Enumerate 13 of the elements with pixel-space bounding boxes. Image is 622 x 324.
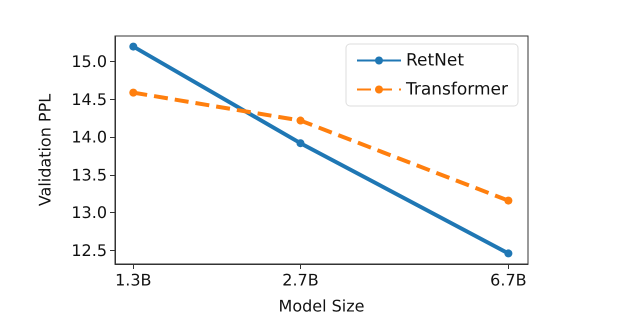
legend-label: RetNet <box>406 50 464 70</box>
x-axis-title: Model Size <box>278 296 364 316</box>
y-tick-label: 13.5 <box>71 165 107 184</box>
y-tick-label: 14.5 <box>71 90 107 109</box>
y-tick-label: 14.0 <box>71 128 107 147</box>
y-tick-label: 15.0 <box>71 52 107 72</box>
y-tick-label: 12.5 <box>71 240 107 260</box>
legend-label: Transformer <box>404 80 508 100</box>
y-axis-title: Validation PPL <box>36 94 54 206</box>
x-tick-label: 2.7B <box>282 270 319 290</box>
y-tick-label: 13.0 <box>71 203 107 222</box>
x-tick-label: 6.7B <box>490 270 527 290</box>
x-tick-label: 1.3B <box>115 270 152 290</box>
